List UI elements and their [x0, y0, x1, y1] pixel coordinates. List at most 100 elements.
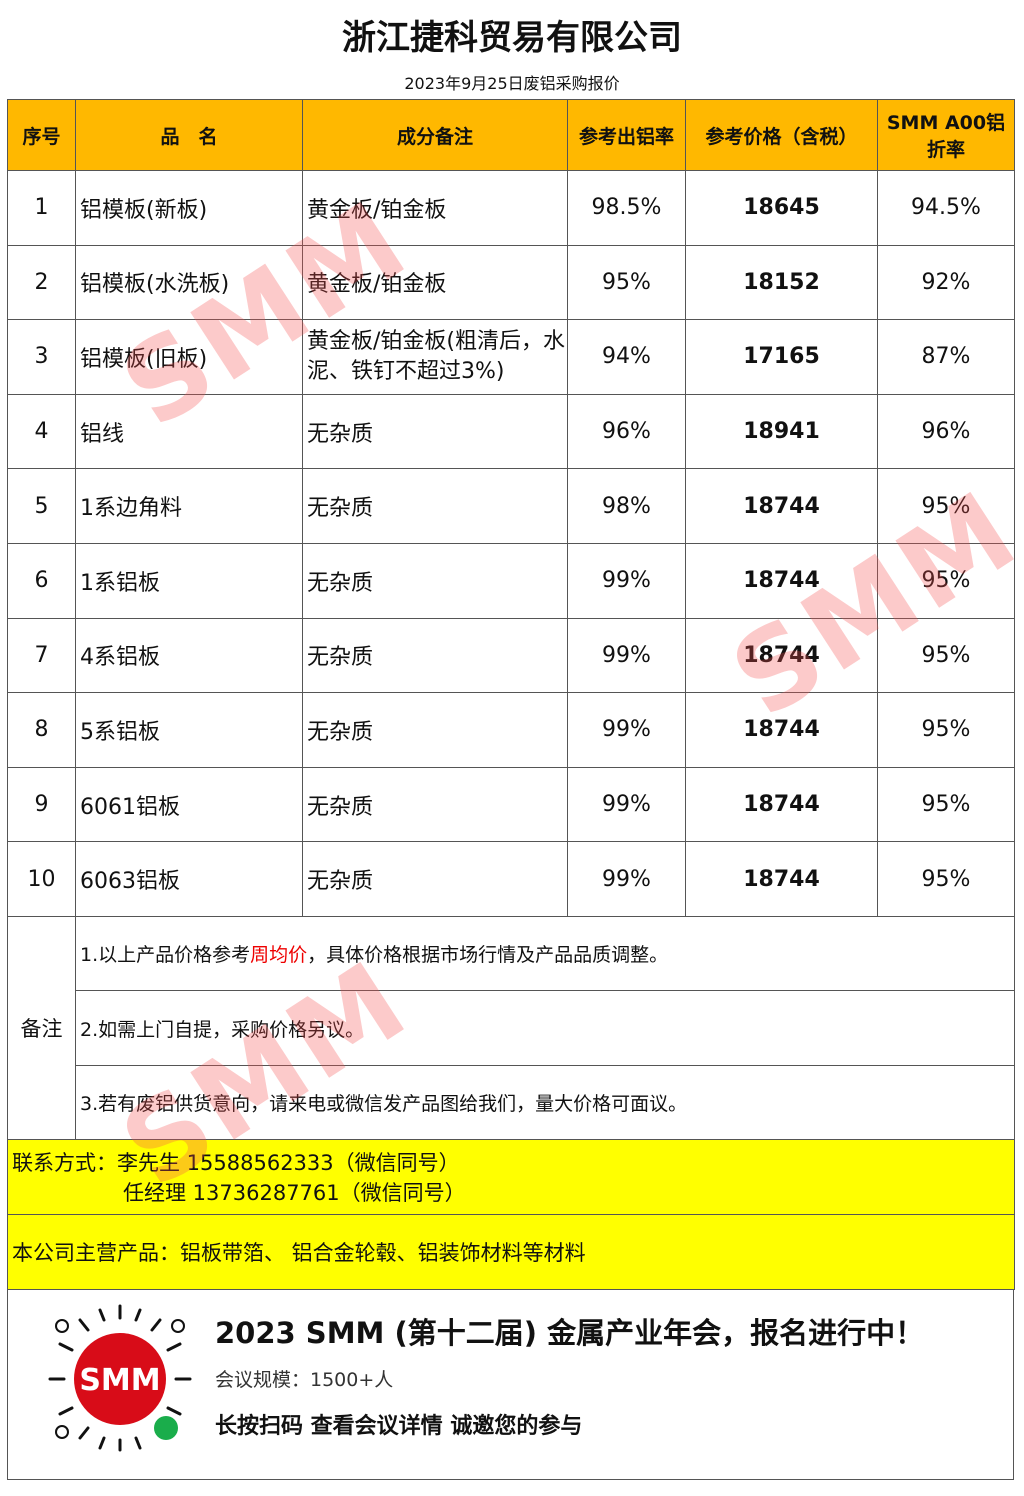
- main-products: 本公司主营产品：铝板带箔、 铝合金轮毂、铝装饰材料等材料: [7, 1214, 1015, 1291]
- product-name: 铝模板(新板): [75, 170, 303, 246]
- banner-scale: 会议规模：1500+人: [215, 1369, 394, 1391]
- banner-title: 2023 SMM (第十二届) 金属产业年会，报名进行中！: [215, 1316, 925, 1350]
- discount-rate: 95%: [877, 617, 1015, 694]
- header-index: 序号: [7, 99, 76, 171]
- contact-line-1: 联系方式：李先生 15588562333（微信同号）: [12, 1151, 460, 1176]
- price: 18744: [685, 542, 878, 619]
- composition: 无杂质: [302, 692, 568, 768]
- discount-rate: 96%: [877, 393, 1015, 470]
- header-yield: 参考出铝率: [567, 99, 686, 171]
- composition: 无杂质: [302, 617, 568, 694]
- note-2: 2.如需上门自提，采购价格另议。: [75, 990, 1015, 1066]
- product-name: 铝模板(水洗板): [75, 244, 303, 321]
- yield: 99%: [567, 841, 686, 917]
- yield: 96%: [567, 393, 686, 470]
- product-name: 6063铝板: [75, 841, 303, 917]
- row-index: 1: [7, 170, 76, 246]
- yield: 95%: [567, 244, 686, 321]
- table-row: 6 1系铝板 无杂质 99% 18744 95%: [7, 542, 1015, 619]
- discount-rate: 94.5%: [877, 170, 1015, 246]
- table-row: 3 铝模板(旧板) 黄金板/铂金板(粗清后，水泥、铁钉不超过3%) 94% 17165 8…: [7, 319, 1015, 395]
- composition: 黄金板/铂金板(粗清后，水泥、铁钉不超过3%): [302, 319, 568, 395]
- quote-date-subtitle: 2023年9月25日废铝采购报价: [404, 74, 620, 93]
- product-name: 铝线: [75, 393, 303, 470]
- price: 18941: [685, 393, 878, 470]
- yield: 99%: [567, 617, 686, 694]
- discount-rate: 95%: [877, 692, 1015, 768]
- price: 18744: [685, 692, 878, 768]
- price: 17165: [685, 319, 878, 395]
- note-row: 备注 1.以上产品价格参考周均价，具体价格根据市场行情及产品品质调整。: [7, 915, 1015, 1141]
- price: 18744: [685, 617, 878, 694]
- header-name: 品 名: [75, 99, 303, 171]
- table-row: 4 铝线 无杂质 96% 18941 96%: [7, 393, 1015, 470]
- product-name: 1系边角料: [75, 468, 303, 544]
- note-1: 1.以上产品价格参考周均价，具体价格根据市场行情及产品品质调整。: [75, 915, 1015, 992]
- table-row: 9 6061铝板 无杂质 99% 18744 95%: [7, 766, 1015, 843]
- row-index: 6: [7, 542, 76, 619]
- price: 18152: [685, 244, 878, 321]
- contact-info: 联系方式：李先生 15588562333（微信同号） 任经理 1373628776…: [7, 1139, 1015, 1216]
- notes-label: 备注: [7, 915, 76, 1141]
- table-row: 1 铝模板(新板) 黄金板/铂金板 98.5% 18645 94.5%: [7, 170, 1015, 246]
- header-composition: 成分备注: [302, 99, 568, 171]
- yield: 98.5%: [567, 170, 686, 246]
- price: 18744: [685, 766, 878, 843]
- note-1-text-end: ，具体价格根据市场行情及产品品质调整。: [307, 944, 669, 967]
- yield: 99%: [567, 692, 686, 768]
- qr-code-icon[interactable]: SMM: [40, 1304, 200, 1454]
- row-index: 9: [7, 766, 76, 843]
- discount-rate: 95%: [877, 841, 1015, 917]
- composition: 黄金板/铂金板: [302, 244, 568, 321]
- table-row: 8 5系铝板 无杂质 99% 18744 95%: [7, 692, 1015, 768]
- company-title: 浙江捷科贸易有限公司: [342, 18, 682, 58]
- product-name: 6061铝板: [75, 766, 303, 843]
- row-index: 10: [7, 841, 76, 917]
- composition: 无杂质: [302, 542, 568, 619]
- row-index: 3: [7, 319, 76, 395]
- header-discount: SMM A00铝折率: [877, 99, 1015, 171]
- composition: 无杂质: [302, 841, 568, 917]
- note-1-highlight: 周均价: [250, 944, 308, 967]
- product-name: 5系铝板: [75, 692, 303, 768]
- yield: 99%: [567, 766, 686, 843]
- price: 18744: [685, 468, 878, 544]
- row-index: 7: [7, 617, 76, 694]
- note-1-text: 1.以上产品价格参考: [80, 944, 251, 967]
- product-name: 铝模板(旧板): [75, 319, 303, 395]
- note-3: 3.若有废铝供货意向，请来电或微信发产品图给我们，量大价格可面议。: [75, 1064, 1015, 1141]
- table-row: 5 1系边角料 无杂质 98% 18744 95%: [7, 468, 1015, 544]
- composition: 无杂质: [302, 766, 568, 843]
- discount-rate: 95%: [877, 766, 1015, 843]
- discount-rate: 95%: [877, 542, 1015, 619]
- contact-line-2: 任经理 13736287761（微信同号）: [123, 1181, 466, 1206]
- discount-rate: 95%: [877, 468, 1015, 544]
- product-name: 1系铝板: [75, 542, 303, 619]
- table-row: 10 6063铝板 无杂质 99% 18744 95%: [7, 841, 1015, 917]
- row-index: 8: [7, 692, 76, 768]
- price: 18744: [685, 841, 878, 917]
- yield: 98%: [567, 468, 686, 544]
- row-index: 5: [7, 468, 76, 544]
- composition: 无杂质: [302, 393, 568, 470]
- discount-rate: 87%: [877, 319, 1015, 395]
- product-name: 4系铝板: [75, 617, 303, 694]
- smm-logo-text: SMM: [79, 1363, 160, 1398]
- note-row: 2.如需上门自提，采购价格另议。: [8, 990, 1015, 1066]
- table-header: 序号 品 名 成分备注 参考出铝率 参考价格（含税） SMM A00铝折率: [7, 99, 1015, 171]
- table-row: 2 铝模板(水洗板) 黄金板/铂金板 95% 18152 92%: [7, 244, 1015, 321]
- price: 18645: [685, 170, 878, 246]
- table-row: 7 4系铝板 无杂质 99% 18744 95%: [7, 617, 1015, 694]
- composition: 黄金板/铂金板: [302, 170, 568, 246]
- header-price: 参考价格（含税）: [685, 99, 878, 171]
- yield: 99%: [567, 542, 686, 619]
- conference-banner[interactable]: SMM 2023 SMM (第十二届) 金属产业年会，报名进行中！ 会议规模：1…: [7, 1290, 1014, 1480]
- discount-rate: 92%: [877, 244, 1015, 321]
- row-index: 2: [7, 244, 76, 321]
- yield: 94%: [567, 319, 686, 395]
- banner-cta: 长按扫码 查看会议详情 诚邀您的参与: [215, 1414, 583, 1439]
- row-index: 4: [7, 393, 76, 470]
- contact-row: 联系方式：李先生 15588562333（微信同号） 任经理 1373628776…: [7, 1139, 1015, 1216]
- note-row: 3.若有废铝供货意向，请来电或微信发产品图给我们，量大价格可面议。: [8, 1064, 1015, 1141]
